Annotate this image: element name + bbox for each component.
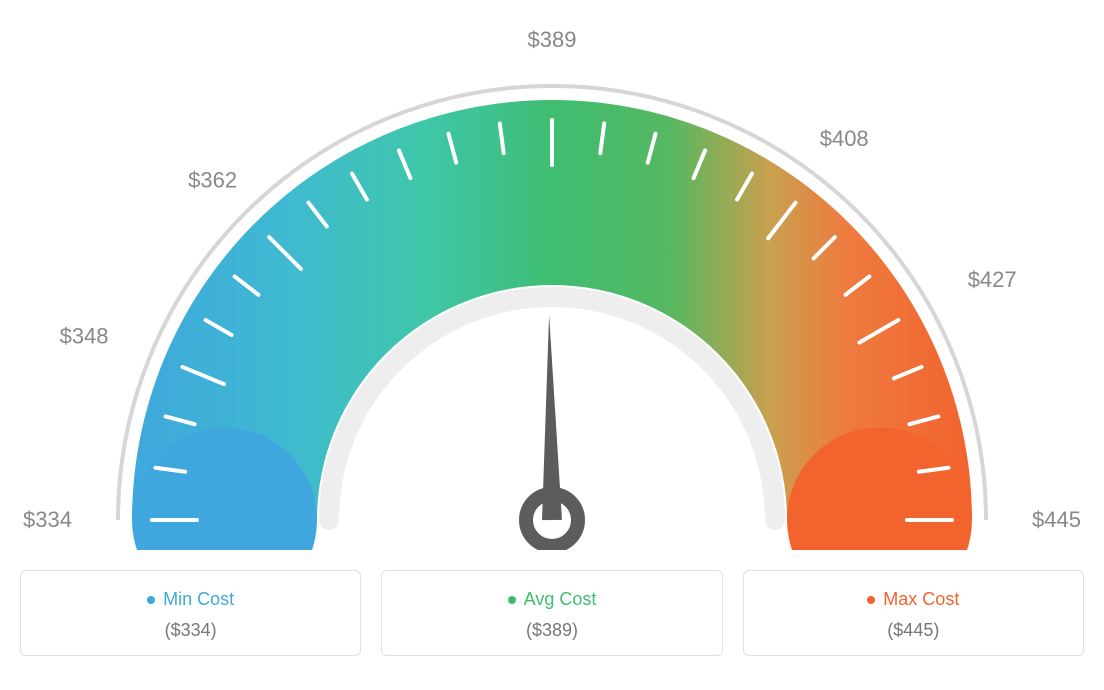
legend-label: Max Cost [883, 589, 959, 610]
gauge-tick-label: $389 [528, 27, 577, 52]
legend-label: Avg Cost [524, 589, 597, 610]
legend-card-max: Max Cost ($445) [743, 570, 1084, 656]
legend-row: Min Cost ($334) Avg Cost ($389) Max Cost… [20, 570, 1084, 656]
cost-gauge-container: $334 $348 $362 $389 $408 $427 $445 Min Cost ($… [20, 20, 1084, 656]
dot-icon [508, 596, 516, 604]
gauge-tick-label: $408 [820, 126, 869, 151]
gauge-tick-label: $334 [23, 507, 72, 532]
dot-icon [147, 596, 155, 604]
gauge-wrapper: $334 $348 $362 $389 $408 $427 $445 [20, 20, 1084, 550]
legend-card-avg: Avg Cost ($389) [381, 570, 722, 656]
legend-title-min: Min Cost [147, 589, 234, 610]
legend-title-max: Max Cost [867, 589, 959, 610]
dot-icon [867, 596, 875, 604]
legend-card-min: Min Cost ($334) [20, 570, 361, 656]
legend-label: Min Cost [163, 589, 234, 610]
legend-value-max: ($445) [754, 620, 1073, 641]
gauge-tick-label: $362 [188, 168, 237, 193]
gauge-tick-label: $445 [1032, 507, 1081, 532]
legend-title-avg: Avg Cost [508, 589, 597, 610]
gauge-chart: $334 $348 $362 $389 $408 $427 $445 [20, 20, 1084, 550]
gauge-tick-label: $427 [968, 267, 1017, 292]
legend-value-avg: ($389) [392, 620, 711, 641]
legend-value-min: ($334) [31, 620, 350, 641]
gauge-tick-label: $348 [60, 323, 109, 348]
